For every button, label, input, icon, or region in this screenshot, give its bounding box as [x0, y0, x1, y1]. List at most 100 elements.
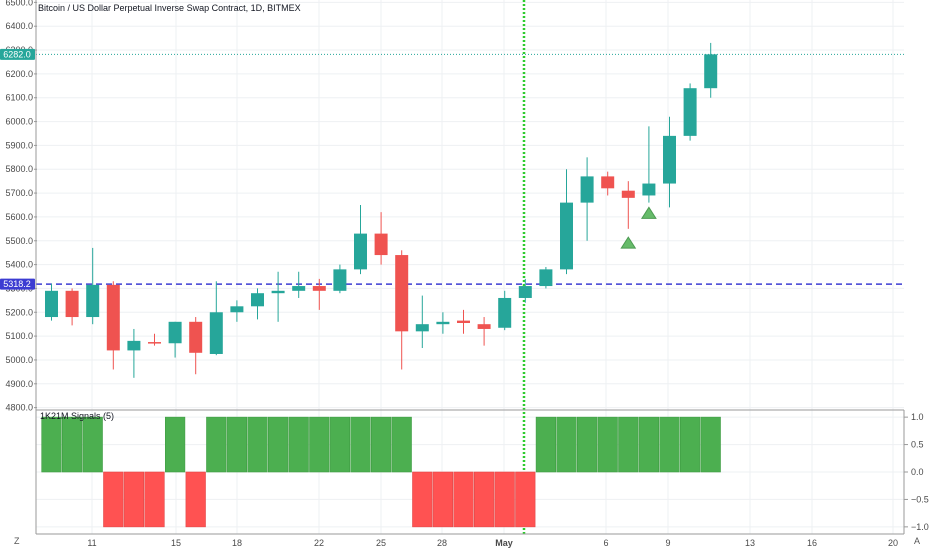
signal-bar: [535, 416, 556, 473]
candle-body: [127, 340, 141, 351]
signal-bars-layer: [41, 416, 721, 528]
chart-title: Bitcoin / US Dollar Perpetual Inverse Sw…: [38, 3, 301, 13]
zoom-reset-button[interactable]: Z: [14, 536, 20, 546]
auto-scale-button[interactable]: A: [914, 536, 921, 546]
price-tick-label: 5000.0: [5, 355, 33, 365]
candle-body: [498, 297, 512, 328]
candle-body: [663, 135, 676, 184]
signal-bar: [123, 471, 144, 528]
signal-bar: [247, 416, 268, 473]
signal-tick-label: −0.5: [911, 494, 929, 504]
candle-body: [539, 269, 553, 287]
candle-body: [436, 321, 450, 325]
buy-triangle: [640, 206, 657, 219]
candle-body: [65, 290, 79, 318]
signal-bar: [165, 416, 186, 473]
price-axis[interactable]: 6500.06400.06300.06200.06100.06000.05900…: [5, 0, 37, 413]
price-tick-label: 5400.0: [5, 260, 33, 270]
last-price-badge: 6282.0: [0, 48, 35, 60]
price-tick-label: 5100.0: [5, 331, 33, 341]
candle-body: [354, 233, 367, 270]
time-tick-label: 28: [437, 538, 447, 548]
time-tick-label: 25: [376, 538, 386, 548]
candle-body: [230, 306, 244, 313]
time-tick-label: May: [495, 538, 513, 548]
time-tick-label: 11: [87, 538, 96, 548]
signal-tick-label: 1.0: [911, 412, 924, 422]
signal-bar: [82, 416, 103, 473]
signal-bar: [494, 471, 515, 528]
candle-body: [106, 284, 120, 351]
time-tick-label: 16: [807, 538, 817, 548]
pane-frame: [35, 0, 905, 535]
price-tick-label: 5500.0: [5, 236, 33, 246]
candle-body: [395, 255, 409, 332]
candle-body: [642, 183, 656, 196]
signal-bar: [597, 416, 618, 473]
candle-body: [148, 342, 161, 344]
price-tick-label: 6000.0: [5, 117, 33, 127]
candle-body: [333, 269, 347, 291]
candle-body: [601, 176, 615, 189]
candle-body: [292, 286, 306, 291]
hline-badge: 5318.2: [0, 278, 35, 290]
candle-body: [374, 233, 388, 256]
signal-bar: [638, 416, 659, 473]
signal-bar: [267, 416, 289, 473]
candle-body: [271, 290, 285, 294]
signal-tick-label: 0.0: [911, 467, 924, 477]
price-tick-label: 5800.0: [5, 164, 33, 174]
signal-bar: [185, 471, 206, 528]
buy-triangle: [620, 236, 637, 249]
time-tick-label: 9: [665, 538, 670, 548]
price-tick-label: 5200.0: [5, 307, 33, 317]
signal-tick-label: −1.0: [911, 522, 929, 532]
indicator-title: 1K21M Signals (5): [40, 411, 114, 421]
candle-body: [704, 54, 718, 89]
time-axis[interactable]: 11 15 18 22 25 28 May 6 9 13 16 20: [87, 538, 898, 548]
signal-bar: [659, 416, 680, 473]
time-tick-label: 6: [603, 538, 608, 548]
candle-body: [477, 324, 491, 329]
price-tick-label: 5600.0: [5, 212, 33, 222]
price-tick-label: 6200.0: [5, 69, 33, 79]
signal-bar: [679, 416, 701, 473]
signal-bar: [103, 471, 124, 528]
signal-axis[interactable]: 1.0 0.5 0.0 −0.5 −1.0: [904, 412, 929, 532]
price-tick-label: 5700.0: [5, 188, 33, 198]
signal-bar: [391, 416, 412, 473]
candle-body: [251, 293, 264, 307]
triangle-markers-layer: [620, 206, 657, 249]
signal-bar: [329, 416, 351, 473]
signal-bar: [515, 471, 536, 528]
last-price-label: 6282.0: [3, 49, 31, 59]
candle-body: [683, 88, 697, 136]
candles-layer: [45, 42, 718, 378]
signal-bar: [432, 471, 454, 528]
time-tick-label: 13: [745, 538, 755, 548]
signal-bar: [288, 416, 309, 473]
signal-bar: [473, 471, 495, 528]
price-tick-label: 4900.0: [5, 379, 33, 389]
candle-body: [580, 176, 594, 203]
signal-bar: [226, 416, 248, 473]
price-tick-label: 6400.0: [5, 21, 33, 31]
signal-bar: [700, 416, 721, 473]
signal-bar: [453, 471, 474, 528]
time-tick-label: 18: [232, 538, 242, 548]
candle-body: [518, 286, 532, 298]
candle-body: [45, 290, 58, 318]
candle-body: [209, 312, 223, 354]
price-tick-label: 4800.0: [5, 403, 33, 413]
signal-tick-label: 0.5: [911, 440, 924, 450]
signal-bar: [41, 416, 62, 473]
time-tick-label: 20: [888, 538, 898, 548]
candle-body: [457, 320, 470, 323]
signal-bar: [576, 416, 598, 473]
price-tick-label: 5900.0: [5, 140, 33, 150]
price-tick-label: 6500.0: [5, 0, 33, 7]
time-tick-label: 22: [314, 538, 324, 548]
candle-body: [86, 284, 100, 318]
time-tick-label: 15: [171, 538, 181, 548]
